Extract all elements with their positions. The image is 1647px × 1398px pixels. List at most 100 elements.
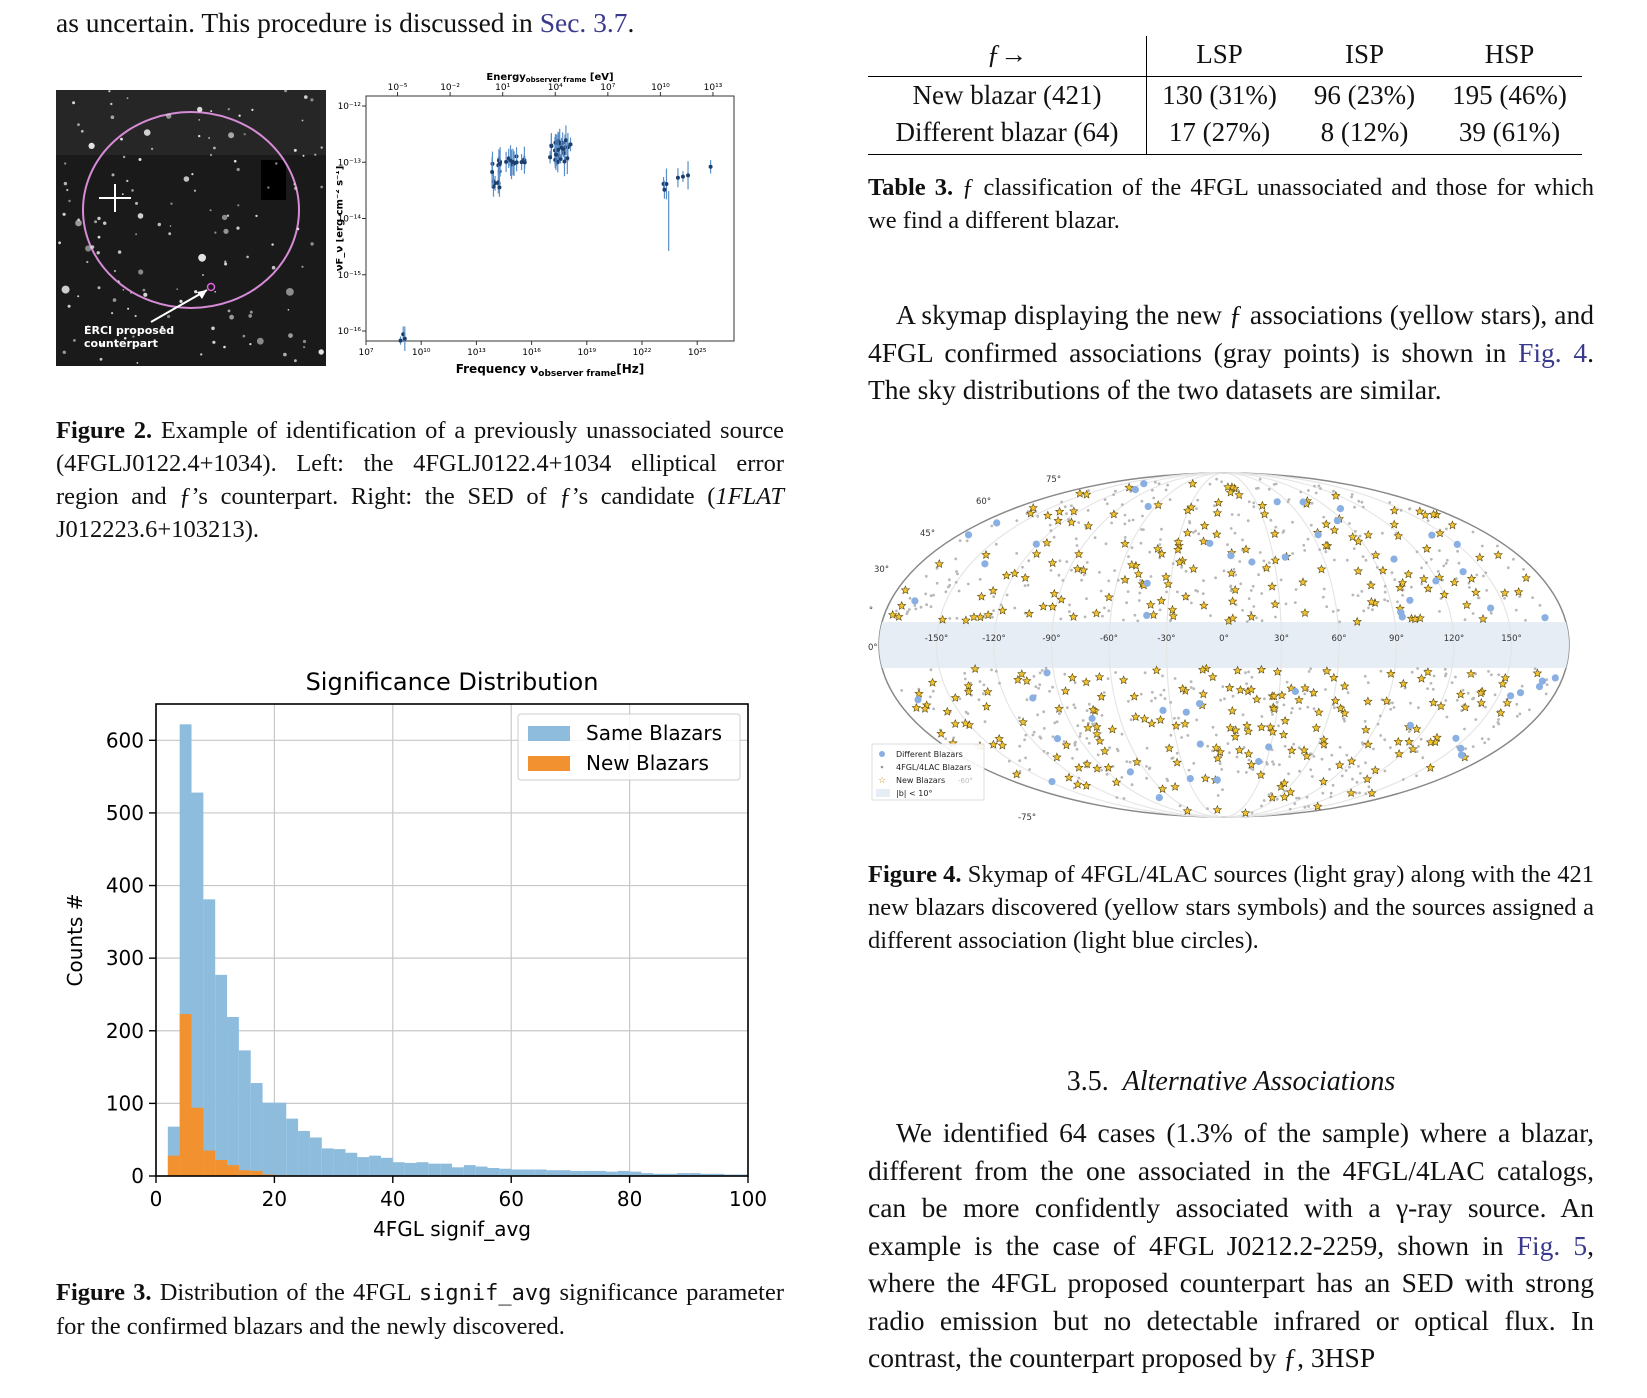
- new-blazar-star: [1081, 489, 1092, 499]
- new-blazar-star: [960, 718, 971, 728]
- new-blazar-star: [1054, 703, 1064, 713]
- new-blazar-star: [1208, 672, 1218, 682]
- gray-source-point: [1133, 613, 1137, 617]
- alt-text-end: , where the 4FGL proposed counterpart ha…: [868, 1229, 1594, 1374]
- gray-source-point: [1389, 746, 1392, 749]
- sed-point: [497, 161, 502, 166]
- table-header-cell: ISP: [1292, 36, 1437, 77]
- new-blazar-star: [1298, 577, 1308, 587]
- gray-source-point: [1287, 772, 1290, 776]
- new-blazar-star: [1389, 505, 1400, 515]
- gray-source-point: [1246, 519, 1250, 523]
- gray-source-point: [1415, 550, 1419, 554]
- new-blazar-star: [1267, 581, 1277, 591]
- new-blazar-star: [942, 706, 953, 716]
- new-blazar-star: [1068, 611, 1079, 621]
- new-blazar-star: [1267, 792, 1278, 802]
- gray-source-point: [1359, 772, 1362, 775]
- gray-source-point: [1350, 495, 1353, 499]
- gray-source-point: [1314, 491, 1318, 495]
- sed-top-tick-label: 10⁻²: [440, 83, 460, 93]
- sed-point: [519, 160, 524, 165]
- sec-3-7-link[interactable]: Sec. 3.7: [539, 7, 628, 38]
- star-dot: [286, 288, 294, 296]
- new-blazar-star: [1028, 503, 1038, 513]
- table3-grid: ƒ→ LSP ISP HSP New blazar (421) 130 (31%…: [868, 36, 1582, 155]
- gray-source-point: [1229, 589, 1233, 593]
- different-blazar-circle: [1457, 744, 1465, 752]
- gray-source-point: [1141, 514, 1144, 518]
- gray-source-point: [1305, 795, 1309, 799]
- gray-source-point: [1329, 791, 1333, 795]
- gray-source-point: [1297, 746, 1301, 750]
- new-blazar-star: [1466, 669, 1476, 679]
- new-blazar-star: [1436, 701, 1446, 711]
- sed-y-tick-label: 10⁻¹²: [338, 102, 362, 112]
- gray-source-point: [1360, 741, 1364, 744]
- bar-same-blazars: [546, 1170, 559, 1176]
- new-blazar-star: [1177, 683, 1188, 693]
- gray-source-point: [1269, 518, 1273, 522]
- star-dot: [168, 232, 172, 236]
- gray-source-point: [1145, 776, 1148, 780]
- sed-point: [664, 181, 669, 186]
- gray-source-point: [1344, 769, 1348, 772]
- new-blazar-star: [1213, 753, 1223, 763]
- gray-source-point: [1361, 505, 1365, 509]
- gray-source-point: [1307, 489, 1310, 492]
- gray-source-point: [1303, 692, 1307, 696]
- gray-source-point: [929, 605, 933, 609]
- sed-point: [497, 185, 502, 190]
- new-blazar-star: [1153, 500, 1163, 510]
- gray-source-point: [1065, 512, 1068, 515]
- bar-same-blazars: [404, 1162, 417, 1176]
- gray-source-point: [1351, 777, 1354, 781]
- gray-source-point: [994, 669, 998, 673]
- gray-source-point: [1055, 720, 1059, 724]
- gray-source-point: [1506, 566, 1510, 570]
- gray-source-point: [1214, 576, 1217, 580]
- new-blazar-star: [1270, 555, 1281, 565]
- gray-source-point: [1168, 498, 1172, 501]
- gray-source-point: [1241, 713, 1245, 717]
- gray-source-point: [929, 594, 933, 598]
- gray-source-point: [1239, 582, 1243, 586]
- different-blazar-circle: [1186, 775, 1194, 783]
- longitude-label: -60°: [1100, 634, 1118, 644]
- sed-point: [511, 160, 516, 165]
- gray-source-point: [1258, 477, 1262, 481]
- sed-y-tick-label: 10⁻¹⁵: [338, 271, 362, 281]
- gray-source-point: [1450, 681, 1454, 684]
- star-dot: [99, 357, 103, 361]
- longitude-label: 150°: [1501, 634, 1521, 644]
- gray-source-point: [1021, 565, 1024, 569]
- gray-source-point: [1052, 535, 1056, 539]
- new-blazar-star: [1353, 566, 1363, 576]
- sed-x-tick-label: 10²²: [633, 348, 652, 358]
- gray-source-point: [1013, 606, 1017, 610]
- star-dot: [202, 274, 204, 276]
- gray-source-point: [990, 524, 994, 528]
- fig-5-link[interactable]: Fig. 5: [1516, 1229, 1588, 1261]
- star-dot: [236, 167, 240, 172]
- gray-source-point: [1454, 577, 1458, 580]
- gray-source-point: [1260, 619, 1264, 623]
- star-dot: [111, 173, 115, 177]
- star-dot: [304, 95, 308, 99]
- fig-4-link[interactable]: Fig. 4: [1518, 336, 1588, 368]
- new-blazar-star: [1151, 665, 1162, 675]
- gray-source-point: [1309, 667, 1313, 671]
- star-dot: [110, 102, 113, 106]
- new-blazar-star: [1331, 490, 1341, 500]
- gray-source-point: [1514, 608, 1518, 612]
- new-blazar-star: [988, 585, 998, 595]
- star-dot: [167, 314, 171, 319]
- gray-source-point: [1051, 735, 1055, 739]
- star-dot: [288, 333, 293, 338]
- figure2-caption: Figure 2. Example of identification of a…: [56, 414, 784, 546]
- bar-new-blazars: [167, 1155, 180, 1176]
- new-blazar-star: [1242, 720, 1252, 730]
- star-dot: [212, 340, 216, 344]
- gray-source-point: [1026, 583, 1030, 587]
- new-blazar-star: [1074, 549, 1084, 559]
